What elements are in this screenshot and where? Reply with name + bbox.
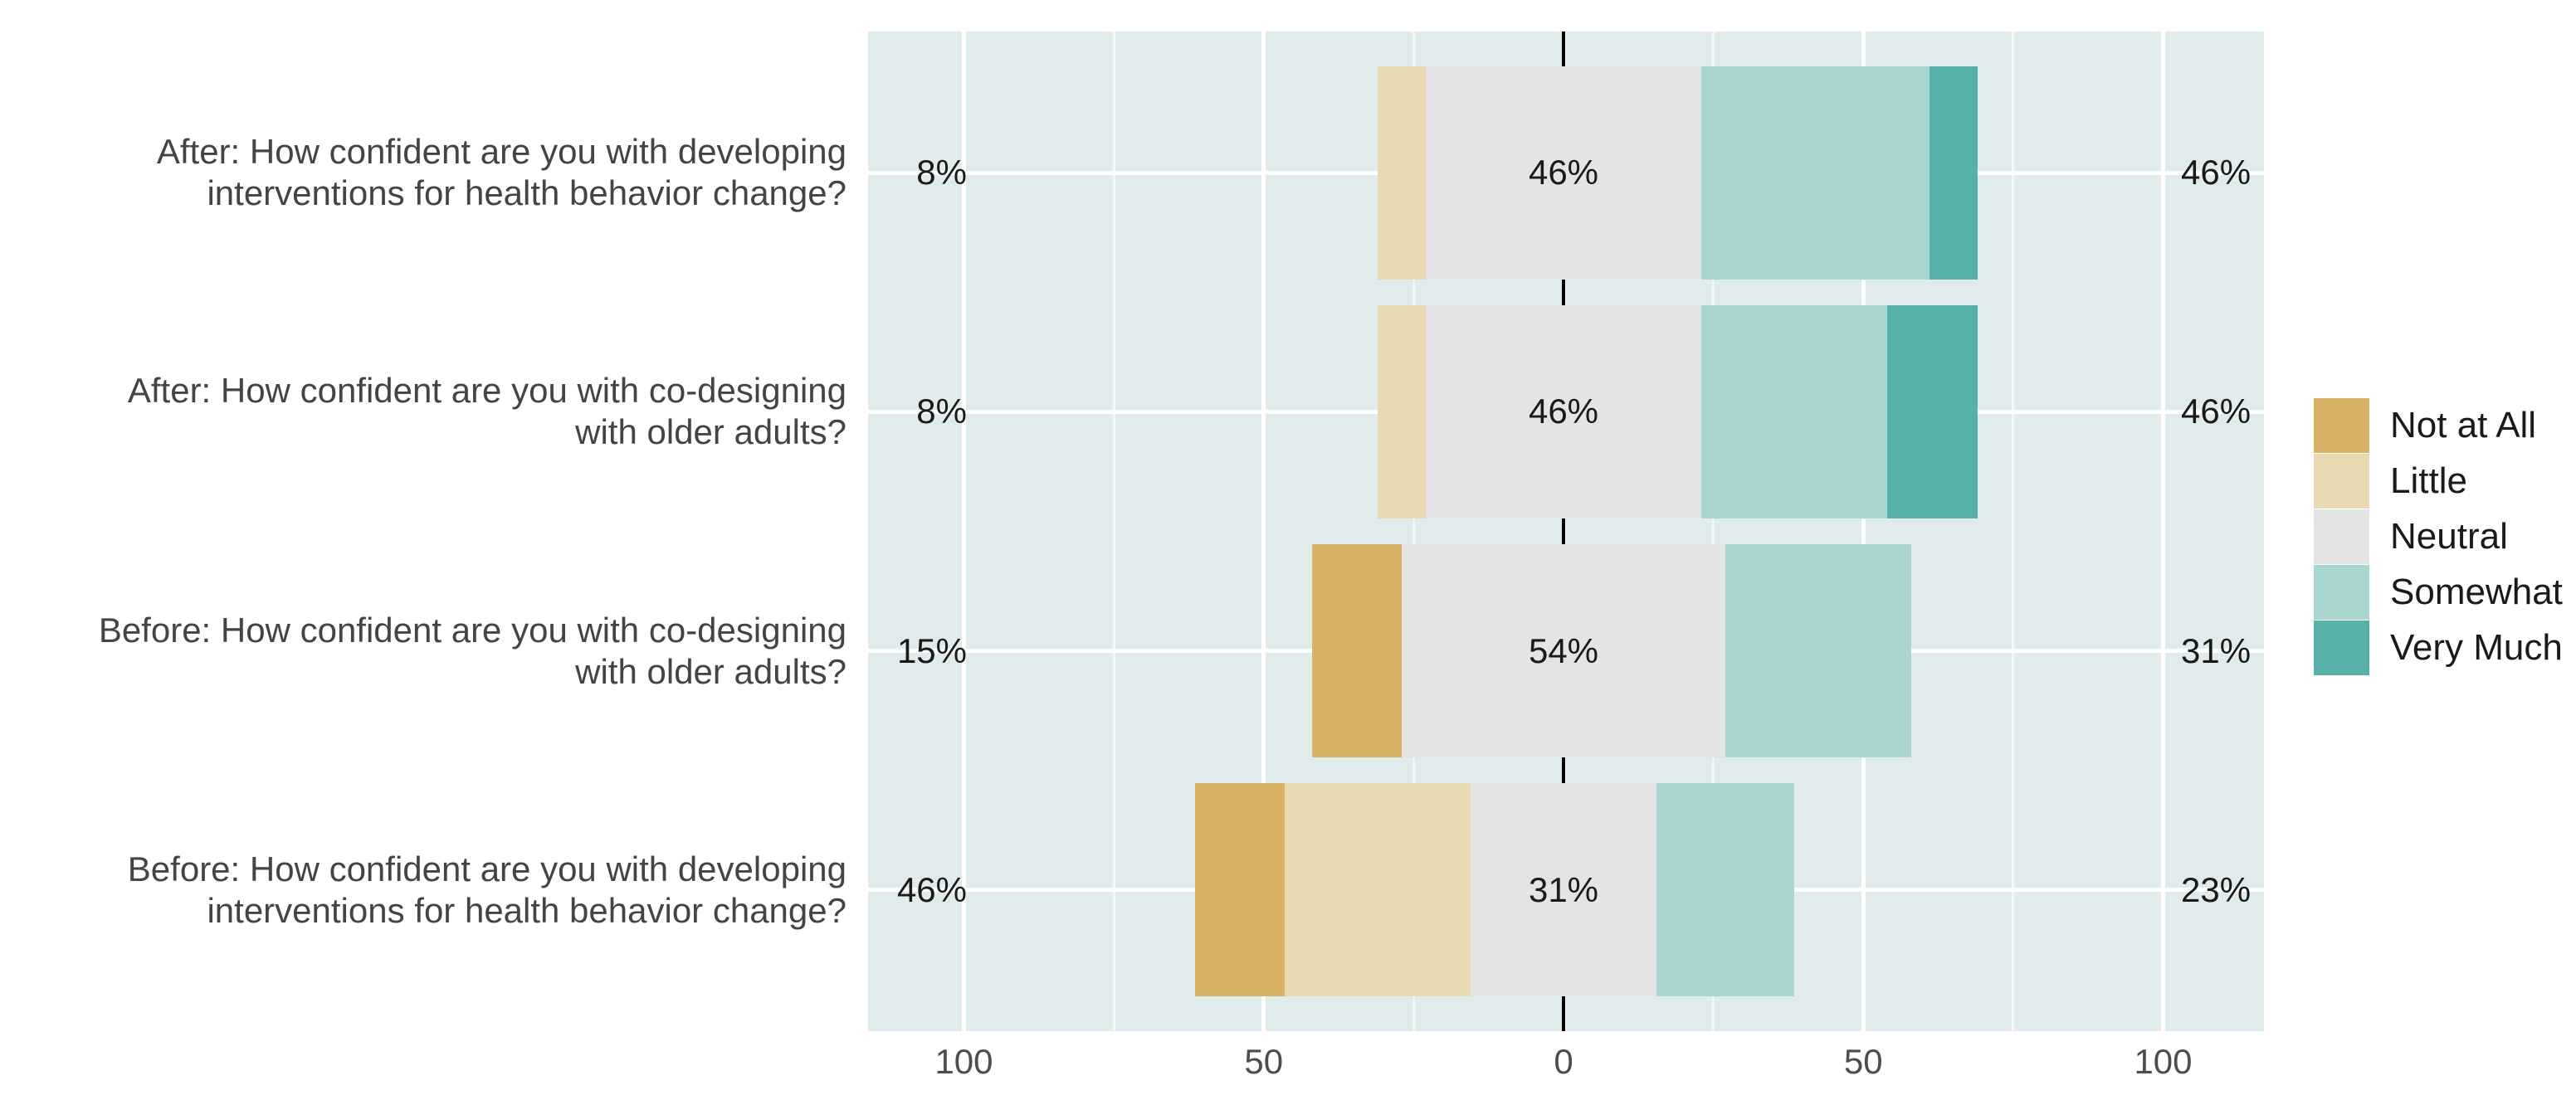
legend-swatch-little: [2314, 454, 2369, 509]
minor-gridline: [2012, 32, 2015, 1031]
major-gridline: [1861, 32, 1866, 1031]
row-question-label: Before: How confident are you with co-de…: [98, 610, 846, 691]
minor-gridline: [1112, 32, 1115, 1031]
bar-segment-very-much: [1887, 304, 1978, 518]
right-percent-label: 46%: [2181, 153, 2252, 192]
minor-gridline: [1412, 32, 1415, 1031]
legend: Not at All Little Neutral Somewhat Very Much: [2314, 398, 2563, 676]
bar-segment-very-much: [1929, 66, 1978, 280]
legend-label: Somewhat: [2390, 572, 2563, 612]
bar-segment-neutral: [1471, 783, 1656, 997]
bar-segment-little: [1378, 304, 1426, 518]
left-percent-label: 8%: [916, 392, 967, 431]
left-percent-label: 15%: [896, 630, 967, 670]
legend-item: Little: [2314, 454, 2563, 509]
left-percent-label: 8%: [916, 153, 967, 192]
bar-segment-neutral: [1425, 66, 1702, 280]
bar-segment-somewhat: [1656, 783, 1795, 997]
center-percent-label: 46%: [1528, 153, 1599, 192]
center-percent-label: 54%: [1528, 630, 1599, 670]
row-question-label: After: How confident are you with develo…: [156, 132, 846, 212]
center-percent-label: 31%: [1528, 869, 1599, 909]
legend-swatch-not-at-all: [2314, 398, 2369, 453]
legend-label: Little: [2390, 460, 2467, 501]
left-percent-label: 46%: [896, 869, 967, 909]
x-tick-label: 50: [1843, 1042, 1883, 1081]
right-percent-label: 46%: [2181, 392, 2252, 431]
legend-item: Somewhat: [2314, 565, 2563, 620]
bar-segment-not-at-all: [1311, 544, 1402, 757]
zero-reference-line: [1562, 32, 1565, 1031]
x-tick-label: 0: [1554, 1042, 1573, 1081]
x-tick-label: 100: [934, 1042, 993, 1081]
right-percent-label: 23%: [2181, 869, 2252, 909]
legend-item: Neutral: [2314, 509, 2563, 564]
bar-segment-somewhat: [1701, 66, 1930, 280]
bar-segment-neutral: [1401, 544, 1726, 757]
right-percent-label: 31%: [2181, 630, 2252, 670]
row-question-label: Before: How confident are you with devel…: [127, 849, 846, 930]
legend-swatch-somewhat: [2314, 565, 2369, 620]
minor-gridline: [1712, 32, 1715, 1031]
bar-segment-neutral: [1425, 304, 1702, 518]
x-tick-label: 50: [1244, 1042, 1284, 1081]
legend-label: Very Much: [2390, 627, 2563, 668]
bar-segment-somewhat: [1701, 304, 1888, 518]
major-gridline: [1261, 32, 1266, 1031]
plot-panel: 8% 46% 46% 8% 46% 46% 15% 54% 31% 46% 31% 23%: [868, 32, 2264, 1031]
legend-swatch-very-much: [2314, 621, 2369, 675]
bar-segment-not-at-all: [1194, 783, 1286, 997]
legend-item: Very Much: [2314, 621, 2563, 675]
row-question-label: After: How confident are you with co-des…: [127, 371, 846, 452]
major-gridline: [962, 32, 966, 1031]
major-gridline: [2161, 32, 2165, 1031]
legend-swatch-neutral: [2314, 509, 2369, 564]
center-percent-label: 46%: [1528, 392, 1599, 431]
bar-segment-somewhat: [1725, 544, 1912, 757]
legend-label: Not at All: [2390, 405, 2537, 445]
x-tick-label: 100: [2134, 1042, 2193, 1081]
legend-label: Neutral: [2390, 516, 2508, 557]
bar-segment-little: [1285, 783, 1471, 997]
legend-item: Not at All: [2314, 398, 2563, 453]
bar-segment-little: [1378, 66, 1426, 280]
